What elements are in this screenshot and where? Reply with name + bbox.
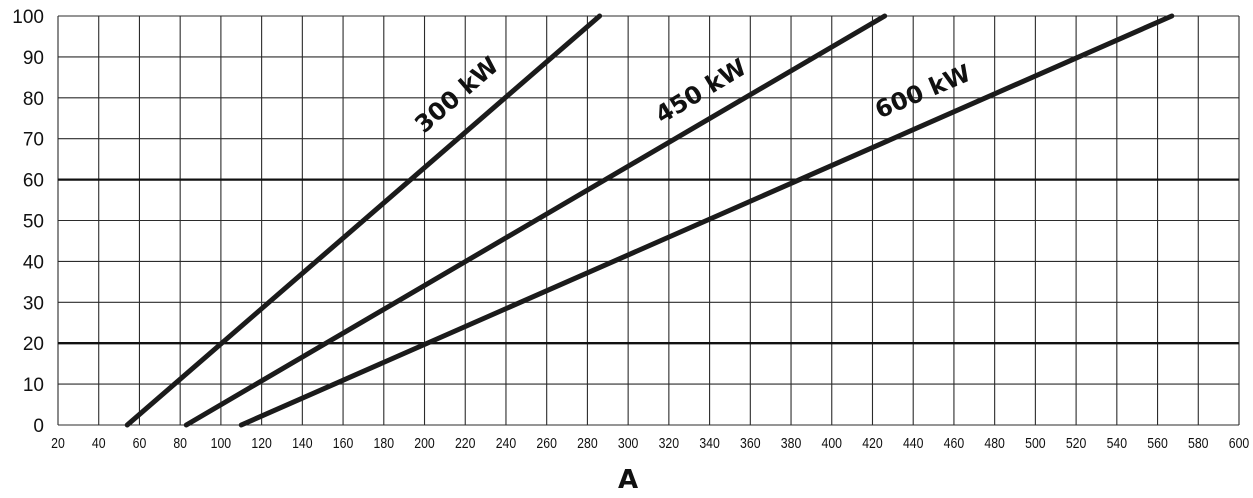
y-tick-label-10: 10 xyxy=(23,375,44,396)
x-tick-label-20: 20 xyxy=(51,435,65,451)
series-labels: 300 kW 450 kW 600 kW xyxy=(409,51,974,138)
x-tick-label-100: 100 xyxy=(211,435,232,451)
series-line-0 xyxy=(124,13,603,428)
x-tick-label-60: 60 xyxy=(133,435,147,451)
x-tick-label-240: 240 xyxy=(496,435,517,451)
x-tick-label-340: 340 xyxy=(699,435,720,451)
x-tick-label-320: 320 xyxy=(659,435,680,451)
grid xyxy=(57,15,1240,426)
y-tick-label-40: 40 xyxy=(23,252,44,273)
x-tick-label-460: 460 xyxy=(944,435,965,451)
x-tick-label-120: 120 xyxy=(251,435,272,451)
series-label-1: 450 kW xyxy=(650,53,751,129)
x-tick-label-420: 420 xyxy=(862,435,883,451)
x-axis-ticks: 20 40 60 80 100 120 140 160 180 200 220 240 260 280 30… xyxy=(51,435,1249,451)
x-tick-label-480: 480 xyxy=(984,435,1005,451)
x-tick-label-400: 400 xyxy=(822,435,843,451)
series-line-1 xyxy=(183,13,888,428)
x-tick-label-80: 80 xyxy=(173,435,187,451)
x-tick-label-520: 520 xyxy=(1066,435,1087,451)
y-tick-label-20: 20 xyxy=(23,334,44,355)
x-tick-label-600: 600 xyxy=(1229,435,1250,451)
y-tick-label-70: 70 xyxy=(23,130,44,151)
x-tick-label-200: 200 xyxy=(414,435,435,451)
x-tick-label-260: 260 xyxy=(536,435,557,451)
x-tick-label-140: 140 xyxy=(292,435,313,451)
series-label-0: 300 kW xyxy=(409,51,504,138)
y-tick-label-100: 100 xyxy=(12,7,44,28)
y-axis-ticks: 0 10 20 30 40 50 60 70 80 90 100 xyxy=(12,7,44,437)
y-tick-label-60: 60 xyxy=(23,171,44,192)
series-line-2 xyxy=(238,13,1175,428)
y-tick-label-50: 50 xyxy=(23,212,44,233)
series-lines xyxy=(124,13,1175,428)
x-tick-label-220: 220 xyxy=(455,435,476,451)
x-tick-label-380: 380 xyxy=(781,435,802,451)
x-tick-label-540: 540 xyxy=(1107,435,1128,451)
y-tick-label-0: 0 xyxy=(33,416,44,437)
x-axis-title: A xyxy=(618,465,638,495)
y-tick-label-80: 80 xyxy=(23,89,44,110)
x-tick-label-500: 500 xyxy=(1025,435,1046,451)
x-tick-label-440: 440 xyxy=(903,435,924,451)
series-label-2: 600 kW xyxy=(871,59,975,124)
x-tick-label-180: 180 xyxy=(374,435,395,451)
x-tick-label-580: 580 xyxy=(1188,435,1209,451)
x-tick-label-40: 40 xyxy=(92,435,106,451)
x-tick-label-360: 360 xyxy=(740,435,761,451)
y-tick-label-30: 30 xyxy=(23,293,44,314)
x-tick-label-160: 160 xyxy=(333,435,354,451)
x-tick-label-560: 560 xyxy=(1147,435,1168,451)
x-tick-label-300: 300 xyxy=(618,435,639,451)
y-tick-label-90: 90 xyxy=(23,48,44,69)
x-tick-label-280: 280 xyxy=(577,435,598,451)
